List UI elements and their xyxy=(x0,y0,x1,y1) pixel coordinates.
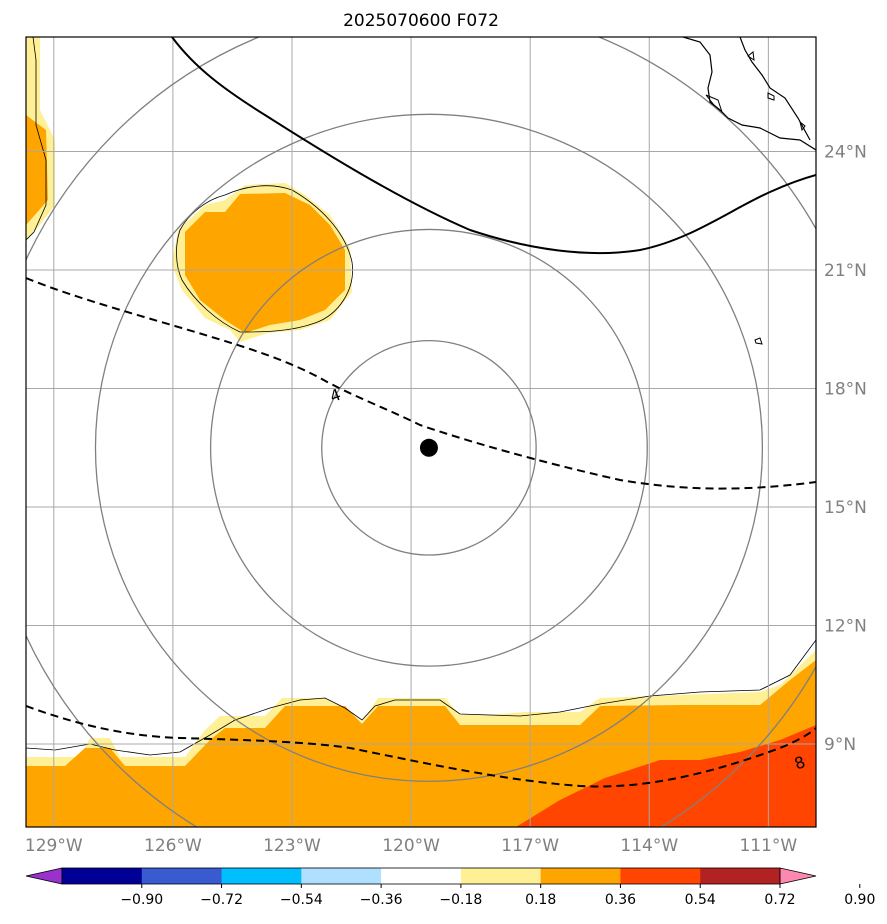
colorbar-frame xyxy=(61,867,781,885)
coastline-island-3 xyxy=(767,92,775,101)
colorbar-segment xyxy=(62,868,143,884)
colorbar-label: 0.36 xyxy=(605,892,636,908)
colorbar-label: 0.72 xyxy=(764,892,795,908)
coastline-island-2 xyxy=(747,51,755,62)
colorbar-segment xyxy=(540,868,621,884)
field-outline-south xyxy=(26,639,816,756)
colorbar-segment xyxy=(381,868,462,884)
range-rings xyxy=(26,37,816,827)
colorbar-label: 0.54 xyxy=(685,892,716,908)
colorbar-segment xyxy=(221,868,302,884)
colorbar-label: 0.18 xyxy=(525,892,556,908)
longitude-tick-label: 126°W xyxy=(144,836,202,856)
longitude-tick-label: 120°W xyxy=(382,836,440,856)
field-fill-topleft-mid xyxy=(26,115,48,225)
longitude-tick-label: 117°W xyxy=(501,836,559,856)
colorbar-label: −0.18 xyxy=(439,892,482,908)
colorbar-label: −0.90 xyxy=(120,892,163,908)
contour-dashed-8 xyxy=(26,705,816,788)
colorbar-label: −0.54 xyxy=(280,892,323,908)
longitude-tick-label: 111°W xyxy=(739,836,797,856)
range-ring xyxy=(94,113,764,782)
colorbar-segment xyxy=(460,868,542,884)
coastline-baja-inner xyxy=(739,37,811,141)
latitude-tick-label: 9°N xyxy=(824,735,856,755)
map-frame xyxy=(25,36,817,828)
gridlines xyxy=(26,37,816,827)
contour-dashed-4 xyxy=(26,277,816,490)
field-outline-blob xyxy=(176,185,353,333)
coastline-island-5 xyxy=(754,337,763,345)
field-outline-topleft xyxy=(26,37,47,241)
colorbar-label: −0.36 xyxy=(360,892,403,908)
colorbar-segment xyxy=(700,868,781,884)
coastline-island-1 xyxy=(705,94,724,114)
colorbar-label: −0.72 xyxy=(200,892,243,908)
range-ring xyxy=(321,339,537,556)
latitude-tick-label: 21°N xyxy=(824,261,867,281)
field-fill-southeast-high xyxy=(516,725,816,827)
colorbar-under-triangle xyxy=(25,867,63,885)
colorbar-segment xyxy=(620,868,701,884)
storm-center-marker xyxy=(419,438,438,457)
colorbar-segment xyxy=(141,868,223,884)
latitude-tick-label: 12°N xyxy=(824,617,867,637)
latitude-tick-label: 18°N xyxy=(824,380,867,400)
longitude-tick-labels: 129°W 126°W 123°W 120°W 117°W 114°W 111°W xyxy=(25,836,798,856)
longitude-tick-label: 129°W xyxy=(25,836,83,856)
longitude-tick-label: 123°W xyxy=(263,836,321,856)
map-panel: 48 xyxy=(26,37,816,827)
field-fill-blob-mid xyxy=(185,193,345,333)
colorbar-label: 0.90 xyxy=(844,892,875,908)
contour-solid xyxy=(171,37,816,255)
colorbar: −0.90 −0.72 −0.54 −0.36 −0.18 0.18 0.36 0.54 0.7… xyxy=(25,867,875,908)
latitude-tick-label: 15°N xyxy=(824,498,867,518)
latitude-tick-label: 24°N xyxy=(824,143,867,163)
longitude-tick-label: 114°W xyxy=(620,836,678,856)
range-ring xyxy=(209,228,648,667)
latitude-tick-labels: 24°N 21°N 18°N 15°N 12°N 9°N xyxy=(824,143,867,755)
colorbar-segment xyxy=(301,868,382,884)
coastline-island-4 xyxy=(799,120,806,132)
colorbar-over-triangle xyxy=(779,867,817,885)
map-title: 2025070600 F072 xyxy=(343,11,499,31)
